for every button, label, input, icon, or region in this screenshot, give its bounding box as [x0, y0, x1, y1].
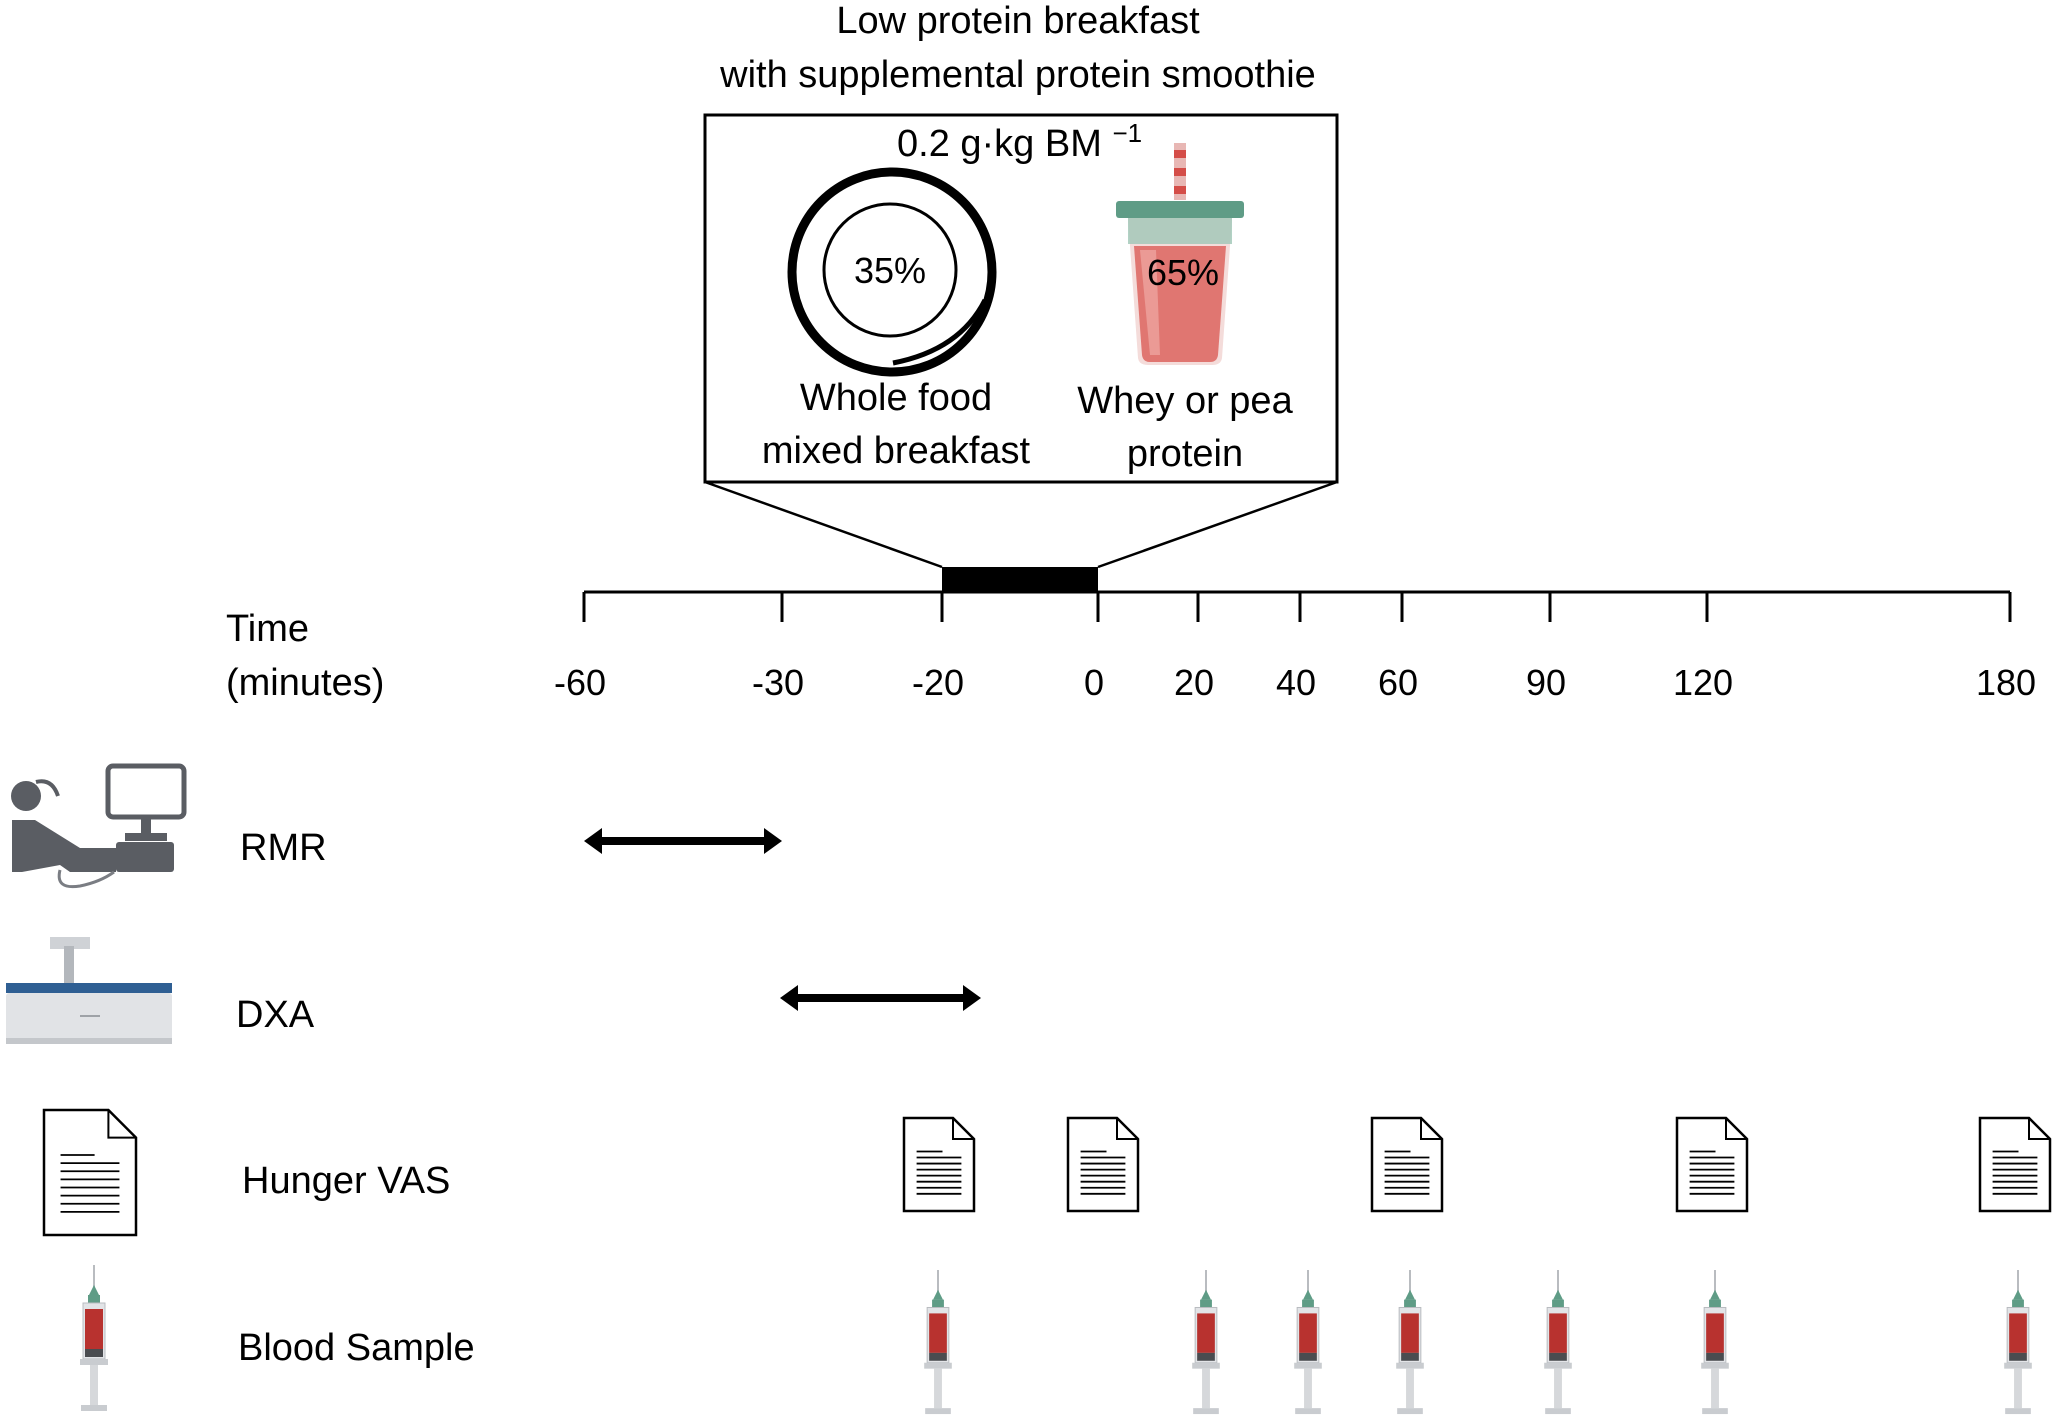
row-label-hunger-vas: Hunger VAS: [242, 1160, 450, 1202]
row-label-dxa: DXA: [236, 994, 315, 1036]
callout-connector-right: [1097, 480, 1338, 569]
dose-label-superscript: −1: [1112, 118, 1142, 148]
callout-connector-left: [704, 480, 943, 569]
axis-tick-label: 20: [1174, 662, 1214, 703]
smoothie-label-line-1: Whey or pea: [1077, 380, 1293, 422]
axis-tick-label: -60: [554, 662, 606, 703]
title-line-2: with supplemental protein smoothie: [719, 54, 1316, 96]
axis-tick-label: 90: [1526, 662, 1566, 703]
smoothie-percent: 65%: [1147, 252, 1219, 293]
blood-sample-marker: [1396, 1270, 1424, 1415]
metabolic-cart-icon: [11, 763, 187, 889]
title-line-1: Low protein breakfast: [836, 0, 1200, 42]
blood-sample-marker: [924, 1270, 952, 1415]
axis-tick-label: 40: [1276, 662, 1316, 703]
axis-tick-label: -20: [912, 662, 964, 703]
syringe-icon: [80, 1265, 108, 1411]
whole-food-percent: 35%: [854, 250, 926, 291]
smoothie-label-line-2: protein: [1127, 433, 1243, 475]
hunger-vas-marker: [902, 1116, 976, 1213]
meal-window-bar: [942, 567, 1098, 592]
document-icon: [42, 1108, 138, 1237]
blood-sample-marker: [1544, 1270, 1572, 1415]
axis-tick-label: 180: [1976, 662, 2036, 703]
axis-tick-label: 120: [1673, 662, 1733, 703]
row-marks: [584, 828, 2052, 1415]
hunger-vas-marker: [1370, 1116, 1444, 1213]
row-label-blood-sample: Blood Sample: [238, 1327, 475, 1369]
axis-tick-label: -30: [752, 662, 804, 703]
hunger-vas-marker: [1978, 1116, 2052, 1213]
dose-label-main: 0.2 g·kg BM: [897, 123, 1102, 165]
whole-food-label-line-2: mixed breakfast: [762, 430, 1031, 472]
hunger-vas-document-icon: [42, 1108, 138, 1237]
blood-sample-marker: [2004, 1270, 2032, 1415]
blood-sample-marker: [1294, 1270, 1322, 1415]
row-label-rmr: RMR: [240, 827, 327, 869]
dxa-scanner-icon: [6, 937, 172, 1044]
hunger-vas-marker: [1675, 1116, 1749, 1213]
timeline-axis: -60 -30 -20 0 20 40 60 90 120 180: [554, 567, 2036, 703]
smoothie-cup-icon: [1116, 143, 1244, 365]
meal-callout-box: [703, 113, 1339, 484]
axis-label-line-1: Time: [226, 608, 309, 650]
axis-tick-label: 0: [1084, 662, 1104, 703]
whole-food-label-line-1: Whole food: [800, 377, 992, 419]
axis-tick-label: 60: [1378, 662, 1418, 703]
blood-sample-marker: [1192, 1270, 1220, 1415]
blood-sample-marker: [1701, 1270, 1729, 1415]
hunger-vas-marker: [1066, 1116, 1140, 1213]
plate-icon: [787, 167, 997, 377]
rmr-interval-arrow: [584, 828, 782, 854]
blood-sample-syringe-icon: [80, 1265, 108, 1411]
dose-label: 0.2 g·kg BM −1: [897, 118, 1142, 165]
dxa-interval-arrow: [780, 985, 981, 1011]
axis-label-line-2: (minutes): [226, 662, 384, 704]
